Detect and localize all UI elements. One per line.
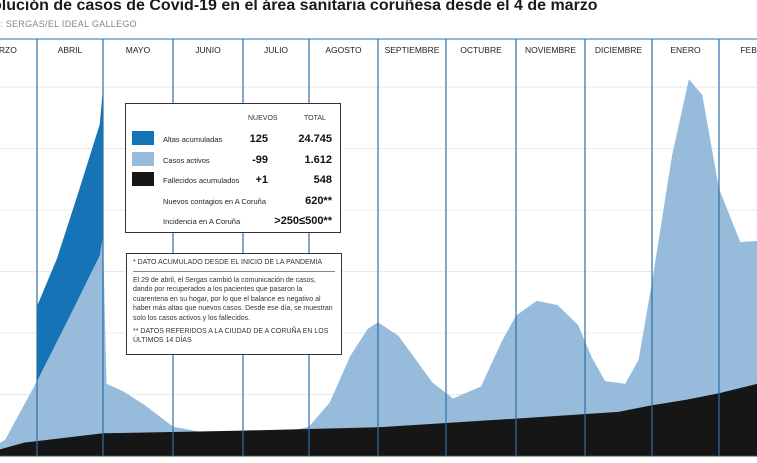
month-label: FEBRE [740, 45, 757, 55]
notes-box: * DATO ACUMULADO DESDE EL INICIO DE LA P… [126, 253, 342, 355]
notes-heading: * DATO ACUMULADO DESDE EL INICIO DE LA P… [133, 259, 323, 266]
legend-total-value: >250≤500** [274, 215, 332, 227]
legend-new-value: -99 [252, 154, 268, 166]
legend-label: Altas acumuladas [163, 135, 223, 144]
legend-row-altas: Altas acumuladas 125 24.745 [132, 131, 334, 147]
month-label: NOVIEMBRE [525, 45, 576, 55]
legend-swatch-activos [132, 152, 154, 166]
month-label: ARZO [0, 45, 17, 55]
legend-total-value: 620** [305, 195, 332, 207]
legend-box: NUEVOS TOTAL Altas acumuladas 125 24.745… [125, 103, 341, 233]
month-label: AGOSTO [325, 45, 362, 55]
legend-row-activos: Casos activos -99 1.612 [132, 152, 334, 168]
notes-divider [133, 270, 335, 272]
legend-label: Casos activos [163, 156, 210, 165]
legend-swatch-altas [132, 131, 154, 145]
chart-canvas: ARZO ABRIL MAYO JUNIO JULIO AGOSTO SEPTIEMBRE O… [0, 38, 757, 457]
month-label: JUNIO [195, 45, 221, 55]
fallecidos-area [0, 383, 757, 456]
chart-title: olución de casos de Covid-19 en el área … [0, 0, 598, 14]
notes-footer: ** DATOS REFERIDOS A LA CIUDAD DE A CORU… [133, 327, 329, 345]
legend-total-value: 24.745 [298, 133, 332, 145]
activos-area [0, 79, 757, 456]
legend-new-value: 125 [249, 133, 268, 145]
month-label: ENERO [670, 45, 701, 55]
month-label: MAYO [126, 45, 151, 55]
legend-row-incidencia: Incidencia en A Coruña >250≤500** [132, 213, 334, 229]
legend-col-new: NUEVOS [248, 115, 278, 122]
legend-col-total: TOTAL [304, 115, 326, 122]
legend-total-value: 1.612 [304, 154, 332, 166]
month-label: ABRIL [58, 45, 83, 55]
legend-label: Nuevos contagios en A Coruña [163, 197, 266, 206]
notes-body: El 29 de abril, el Sergas cambió la comu… [133, 276, 333, 322]
legend-swatch-fallecidos [132, 172, 154, 186]
legend-row-contagios: Nuevos contagios en A Coruña 620** [132, 193, 334, 209]
month-label: OCTUBRE [460, 45, 502, 55]
chart-source: TE: SERGAS/EL IDEAL GALLEGO [0, 19, 137, 29]
legend-new-value: +1 [255, 174, 268, 186]
month-label: DICIEMBRE [595, 45, 643, 55]
legend-label: Incidencia en A Coruña [163, 217, 241, 226]
month-label: SEPTIEMBRE [385, 45, 440, 55]
legend-total-value: 548 [313, 174, 332, 186]
month-label: JULIO [264, 45, 288, 55]
legend-label: Fallecidos acumulados [163, 176, 240, 185]
legend-row-fallecidos: Fallecidos acumulados +1 548 [132, 172, 334, 188]
